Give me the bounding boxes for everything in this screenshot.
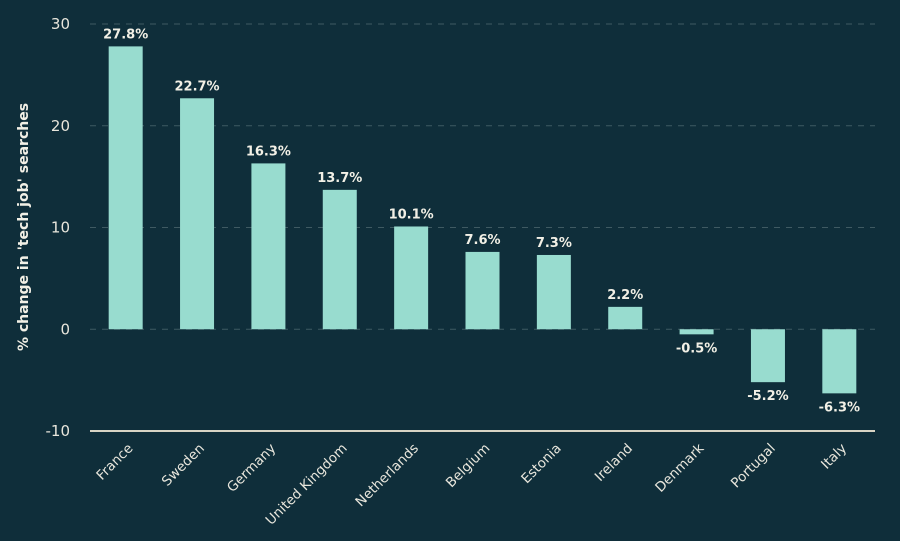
data-label: 22.7% xyxy=(174,79,219,94)
x-tick-label: Germany xyxy=(224,441,279,496)
bar-estonia xyxy=(536,254,571,330)
x-tick-label: Italy xyxy=(818,441,850,473)
y-tick-label: 20 xyxy=(51,117,70,135)
data-label: -6.3% xyxy=(819,400,860,415)
x-tick-label: Sweden xyxy=(159,441,208,490)
bar-portugal xyxy=(750,329,785,383)
bar-united-kingdom xyxy=(322,189,357,330)
y-tick-label: 30 xyxy=(51,15,70,33)
y-axis-label: % change in 'tech job' searches xyxy=(16,103,32,351)
y-tick-label: 10 xyxy=(51,219,70,237)
bar-sweden xyxy=(180,98,215,330)
x-tick-label: France xyxy=(93,441,136,484)
data-label: 7.6% xyxy=(464,233,500,248)
x-tick-label: Estonia xyxy=(518,441,564,487)
data-label: 7.3% xyxy=(536,236,572,251)
bar-germany xyxy=(251,163,286,330)
data-label: 27.8% xyxy=(103,27,148,42)
bar-ireland xyxy=(608,306,643,330)
bar-italy xyxy=(822,329,857,394)
data-label: 13.7% xyxy=(317,171,362,186)
data-label: -5.2% xyxy=(747,389,788,404)
x-tick-label: Netherlands xyxy=(352,441,422,511)
x-tick-label: Belgium xyxy=(443,441,493,491)
bar-netherlands xyxy=(394,226,429,330)
x-tick-label: Denmark xyxy=(652,440,707,495)
data-label: 10.1% xyxy=(389,207,434,222)
data-label: -0.5% xyxy=(676,341,717,356)
x-tick-label: Portugal xyxy=(728,441,779,492)
y-tick-label: -10 xyxy=(46,422,71,440)
bar-france xyxy=(108,46,143,330)
bar-belgium xyxy=(465,251,500,330)
x-tick-label: Ireland xyxy=(592,441,636,485)
y-tick-label: 0 xyxy=(60,320,70,338)
data-label: 16.3% xyxy=(246,144,291,159)
bar-denmark xyxy=(679,329,714,335)
data-label: 2.2% xyxy=(607,288,643,303)
